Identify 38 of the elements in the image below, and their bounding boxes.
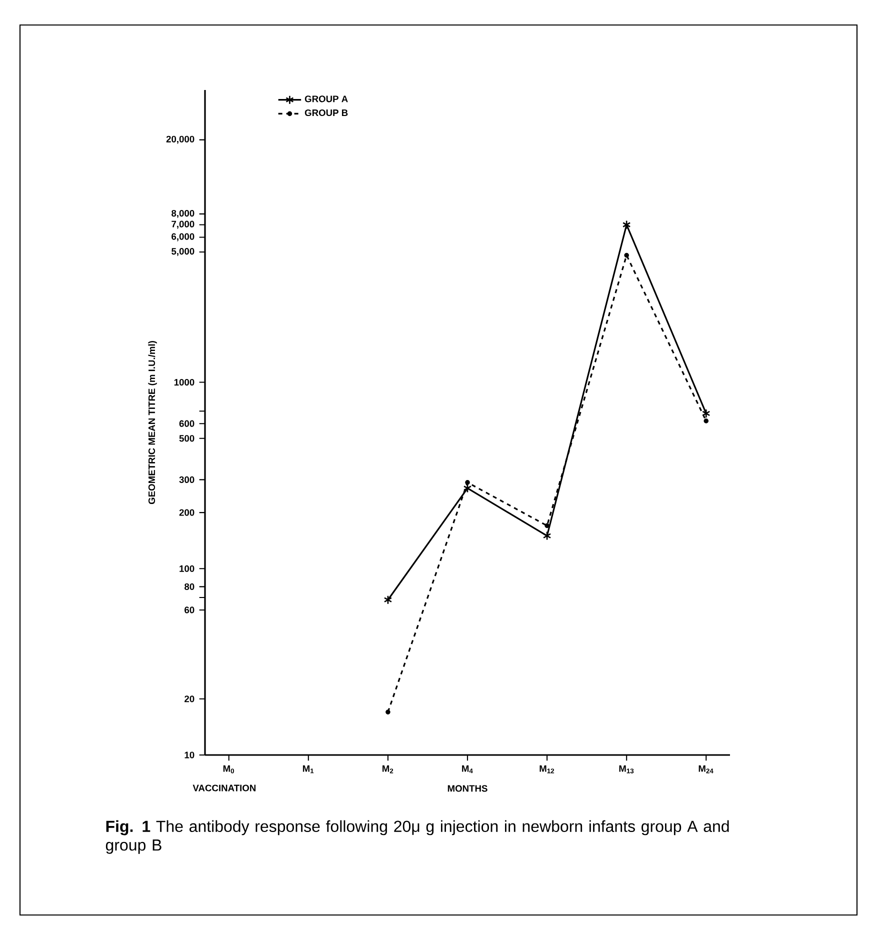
y-tick-label: 60 <box>184 606 194 614</box>
point <box>624 252 629 258</box>
y-tick-label: 5,000 <box>172 248 194 256</box>
y-tick-label: 6,000 <box>172 233 194 242</box>
y-tick-label: 20 <box>184 696 194 702</box>
y-tick-label: 1000 <box>174 378 194 386</box>
y-tick-label: 300 <box>179 476 194 484</box>
legend-label: GROUP A <box>304 96 348 102</box>
legend-label: GROUP B <box>304 109 348 116</box>
x-axis-title: MONTHS <box>448 785 488 792</box>
y-tick-label: 20,000 <box>166 136 194 144</box>
text: Fig. 1 The antibody response following 20μ g injection in newborn infants group A and group B <box>106 820 729 854</box>
point <box>465 480 470 485</box>
point <box>463 484 472 493</box>
y-tick-label: 100 <box>180 565 194 572</box>
y-tick-label: 200 <box>179 509 194 516</box>
y-tick-label: 7,000 <box>172 220 194 229</box>
point <box>542 531 552 540</box>
point <box>702 408 710 418</box>
y-tick-label: 600 <box>179 420 194 427</box>
point <box>544 523 550 528</box>
text: VACCINATION <box>192 784 256 792</box>
x-tick-label: M$_{12}$ <box>540 765 554 774</box>
y-tick-label: 8,000 <box>172 210 194 218</box>
point <box>622 220 631 230</box>
x-tick-label: M$_{0}$ <box>223 765 234 774</box>
y-axis-title: GEOMETRIC MEAN TITRE (m I.U./ml) <box>148 341 157 504</box>
y-tick-label: 500 <box>179 435 194 442</box>
x-tick-label: M$_{4}$ <box>462 765 473 774</box>
point <box>704 418 709 424</box>
point <box>384 595 392 605</box>
y-tick-label: 80 <box>184 583 194 590</box>
y-tick-label: 10 <box>184 752 194 758</box>
point <box>386 710 390 714</box>
x-tick-label: M$_{2}$ <box>382 765 394 774</box>
x-tick-label: M$_{13}$ <box>619 765 634 774</box>
x-tick-label: M$_{1}$ <box>302 765 314 774</box>
x-tick-label: M$_{24}$ <box>698 765 714 774</box>
